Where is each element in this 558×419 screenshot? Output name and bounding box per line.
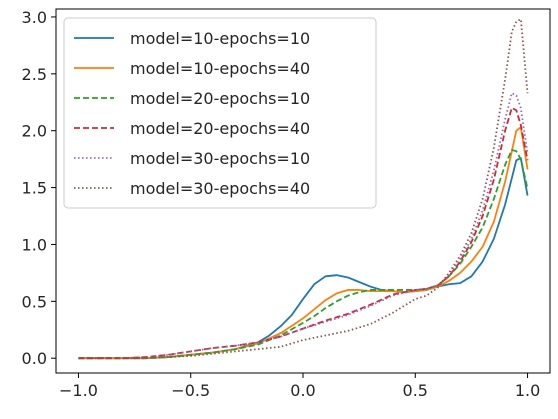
x-tick-label: 0.0: [290, 381, 315, 400]
legend-label-3: model=20-epochs=10: [130, 89, 310, 108]
x-tick-label: −0.5: [171, 381, 210, 400]
legend-label-6: model=30-epochs=40: [130, 179, 310, 198]
series-layer: [78, 18, 529, 360]
series-line-6: [78, 18, 529, 360]
legend-label-5: model=30-epochs=10: [130, 149, 310, 168]
series-line-5: [78, 92, 529, 360]
legend-label-1: model=10-epochs=10: [130, 29, 310, 48]
legend-box: [63, 17, 377, 209]
x-tick-label: −1.0: [59, 381, 98, 400]
y-tick-label: 2.5: [22, 65, 47, 84]
y-tick-label: 3.0: [22, 8, 47, 27]
x-tick-label: 1.0: [515, 381, 540, 400]
legend-label-4: model=20-epochs=40: [130, 119, 310, 138]
y-tick-label: 2.0: [22, 122, 47, 141]
y-axis: 0.0 0.5 1.0 1.5 2.0 2.5 3.0: [22, 8, 56, 368]
legend: model=10-epochs=10 model=10-epochs=40 mode…: [63, 17, 377, 209]
legend-label-2: model=10-epochs=40: [130, 59, 310, 78]
x-tick-label: 0.5: [403, 381, 428, 400]
x-axis: −1.0 −0.5 0.0 0.5 1.0: [59, 373, 540, 400]
y-tick-label: 0.5: [22, 292, 47, 311]
y-tick-label: 1.5: [22, 179, 47, 198]
series-line-3: [78, 149, 529, 360]
y-tick-label: 1.0: [22, 235, 47, 254]
y-tick-label: 0.0: [22, 349, 47, 368]
